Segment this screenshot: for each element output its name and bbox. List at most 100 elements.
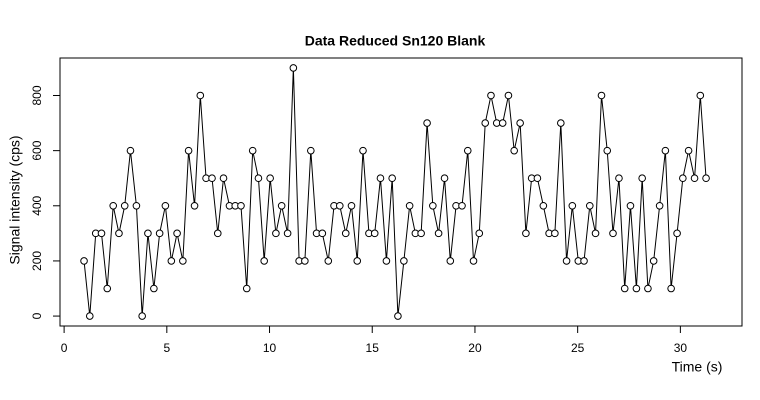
data-point bbox=[423, 119, 431, 127]
data-point bbox=[120, 201, 129, 210]
data-point bbox=[179, 257, 187, 265]
data-point bbox=[254, 174, 263, 183]
data-point bbox=[446, 257, 455, 265]
data-point bbox=[103, 284, 112, 293]
data-point bbox=[277, 201, 286, 210]
x-tick-label: 20 bbox=[468, 341, 482, 355]
data-point bbox=[115, 229, 123, 238]
data-point bbox=[376, 174, 385, 183]
data-point bbox=[498, 119, 507, 127]
data-point bbox=[237, 201, 245, 210]
data-line bbox=[83, 67, 707, 317]
data-point bbox=[400, 257, 408, 265]
x-tick-label: 0 bbox=[61, 341, 68, 355]
data-point bbox=[417, 229, 425, 238]
y-tick-label: 200 bbox=[30, 251, 44, 271]
data-point bbox=[272, 229, 280, 238]
data-point bbox=[475, 229, 484, 238]
data-point bbox=[440, 174, 449, 183]
data-point bbox=[347, 201, 356, 210]
data-point bbox=[434, 229, 443, 238]
data-point bbox=[283, 229, 292, 238]
data-point bbox=[85, 312, 94, 320]
data-point bbox=[97, 229, 106, 238]
data-point bbox=[463, 146, 472, 155]
y-tick-label: 400 bbox=[30, 195, 44, 215]
data-point bbox=[405, 201, 414, 210]
y-tick-label: 600 bbox=[30, 140, 44, 160]
data-point bbox=[150, 284, 158, 293]
y-tick-label: 800 bbox=[30, 85, 44, 105]
data-point bbox=[620, 284, 629, 293]
data-point bbox=[539, 201, 548, 210]
data-point bbox=[353, 257, 362, 265]
y-tick-label: 0 bbox=[30, 312, 44, 319]
data-point bbox=[655, 201, 664, 210]
data-point bbox=[301, 257, 309, 265]
data-point bbox=[557, 119, 565, 127]
data-point bbox=[184, 146, 193, 155]
x-tick-label: 10 bbox=[263, 341, 277, 355]
data-point bbox=[213, 229, 222, 238]
x-axis-label: Time (s) bbox=[672, 359, 723, 375]
data-point bbox=[673, 229, 681, 238]
data-point bbox=[341, 229, 350, 238]
data-point bbox=[585, 201, 594, 210]
data-point bbox=[649, 257, 658, 265]
data-point bbox=[568, 201, 577, 210]
data-point bbox=[429, 201, 437, 210]
data-point bbox=[562, 257, 571, 265]
data-point bbox=[632, 284, 641, 293]
data-point bbox=[702, 174, 710, 183]
data-point bbox=[661, 146, 670, 155]
data-point bbox=[132, 201, 141, 210]
data-point bbox=[597, 91, 606, 100]
data-point bbox=[382, 257, 391, 265]
data-point bbox=[359, 146, 367, 155]
data-point bbox=[580, 257, 588, 265]
data-point bbox=[138, 312, 146, 320]
data-point bbox=[109, 201, 118, 210]
data-point bbox=[679, 174, 687, 183]
data-point bbox=[591, 229, 600, 238]
data-point bbox=[324, 257, 333, 265]
data-point bbox=[696, 91, 705, 100]
data-point bbox=[307, 146, 315, 155]
data-point bbox=[487, 91, 495, 100]
data-point bbox=[289, 64, 298, 72]
data-point bbox=[144, 229, 152, 238]
chart-title: Data Reduced Sn120 Blank bbox=[305, 33, 486, 49]
data-point bbox=[469, 257, 478, 265]
data-point bbox=[370, 229, 379, 238]
data-point bbox=[248, 146, 257, 155]
x-tick-label: 5 bbox=[163, 341, 170, 355]
data-point bbox=[458, 201, 466, 210]
data-point bbox=[167, 257, 176, 265]
data-point bbox=[551, 229, 559, 238]
data-point bbox=[260, 257, 268, 265]
x-tick-label: 25 bbox=[571, 341, 585, 355]
x-tick-label: 15 bbox=[366, 341, 380, 355]
data-point bbox=[684, 146, 693, 155]
data-point bbox=[196, 91, 205, 100]
data-point bbox=[644, 284, 652, 293]
data-point bbox=[522, 229, 530, 238]
data-point bbox=[335, 201, 344, 210]
data-point bbox=[242, 284, 251, 293]
data-point bbox=[173, 229, 181, 238]
x-tick-label: 30 bbox=[674, 341, 688, 355]
y-axis-label: Signal intensity (cps) bbox=[7, 135, 23, 264]
data-point bbox=[626, 201, 635, 210]
data-point bbox=[615, 174, 623, 183]
data-point bbox=[318, 229, 327, 238]
data-point bbox=[80, 257, 88, 265]
data-point bbox=[516, 119, 524, 127]
data-point bbox=[161, 201, 170, 210]
data-point bbox=[388, 174, 396, 183]
data-point bbox=[690, 174, 699, 183]
data-point bbox=[609, 229, 617, 238]
data-point bbox=[266, 174, 274, 183]
data-point bbox=[126, 146, 135, 155]
data-point bbox=[208, 174, 216, 183]
